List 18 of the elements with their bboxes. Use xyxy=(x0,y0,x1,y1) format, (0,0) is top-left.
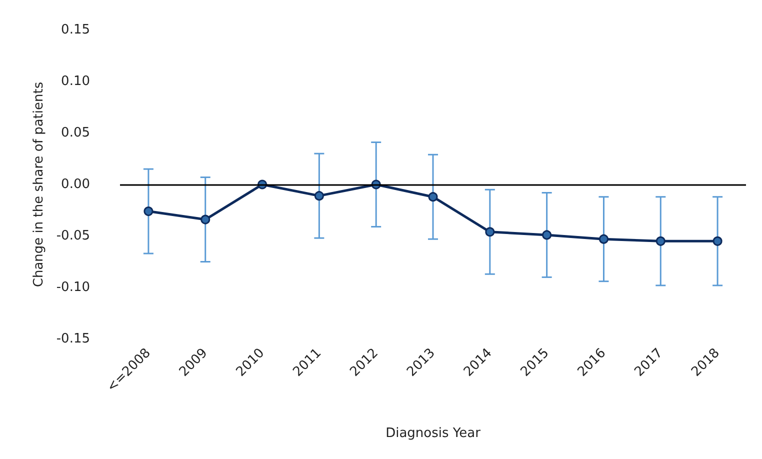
y-tick-label: -0.05 xyxy=(56,228,90,244)
y-tick-label: -0.10 xyxy=(56,280,90,295)
point xyxy=(542,230,552,240)
y-tick-label: -0.15 xyxy=(56,332,90,346)
point xyxy=(428,192,438,202)
point xyxy=(314,191,324,201)
point xyxy=(598,234,608,244)
y-tick-label: 0.05 xyxy=(61,126,90,140)
y-tick-label: 0.00 xyxy=(61,177,90,192)
point xyxy=(656,236,666,246)
y-tick-label: 0.15 xyxy=(61,22,90,38)
x-axis-title: Diagnosis Year xyxy=(386,426,482,441)
point xyxy=(200,214,210,224)
point xyxy=(712,236,722,246)
y-axis-title: Change in the share of patients xyxy=(31,82,46,288)
y-tick-label: 0.10 xyxy=(61,74,90,89)
point xyxy=(144,206,154,216)
point xyxy=(485,227,495,237)
